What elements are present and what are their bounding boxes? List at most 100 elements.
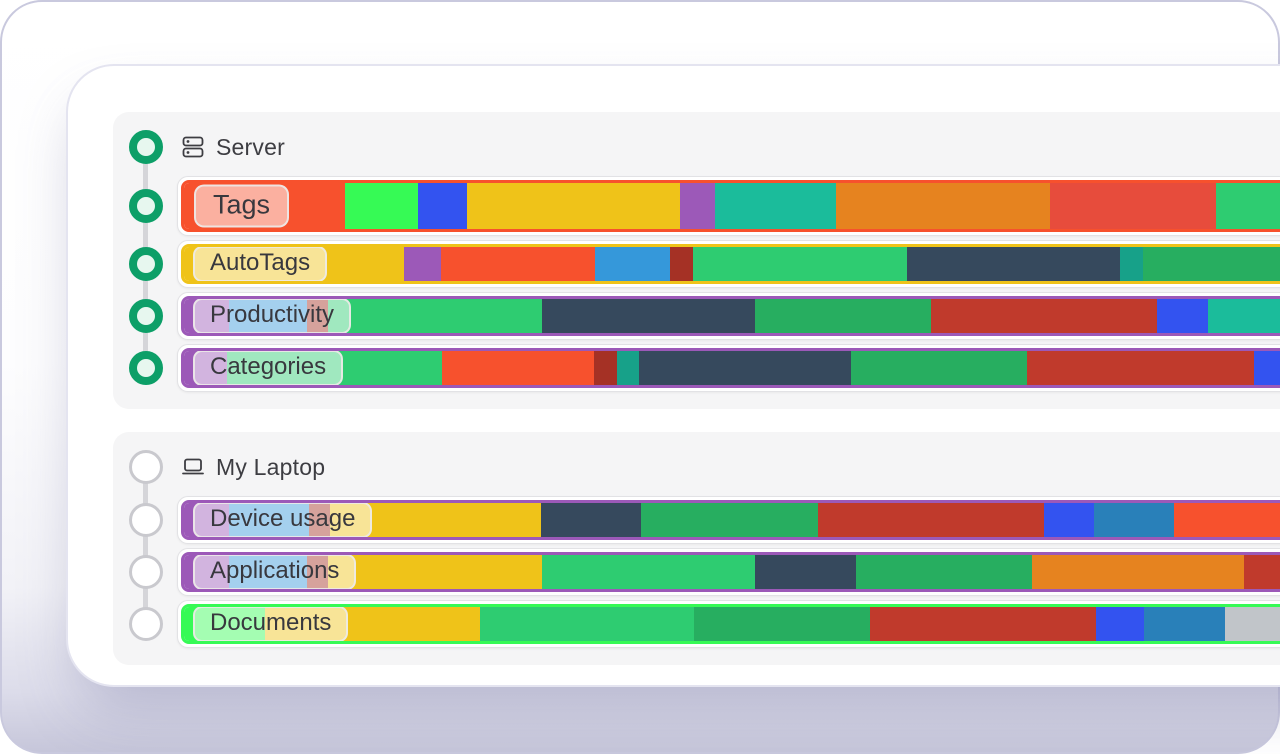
timeline-bar-productivity[interactable]: Productivity — [181, 296, 1280, 336]
timeline-segment — [595, 247, 670, 281]
timeline-segment — [1027, 351, 1254, 385]
timeline-segment — [1096, 607, 1144, 641]
timeline-bar-shell: Applications — [177, 548, 1280, 596]
panel-server: Server Tags AutoTags Productivity Categories — [113, 112, 1280, 409]
section-title: Server — [216, 133, 285, 160]
timeline-segment — [715, 183, 836, 229]
timeline-segment — [856, 555, 1032, 589]
timeline-bar-applications[interactable]: Applications — [181, 552, 1280, 592]
timeline-segment — [693, 247, 907, 281]
row-radio-cell — [129, 555, 163, 589]
timeline-segment — [670, 247, 693, 281]
timeline-bar-shell: Device usage — [177, 496, 1280, 544]
timeline-bar-documents[interactable]: Documents — [181, 604, 1280, 644]
panel-my-laptop: My Laptop Device usage Applications Documen… — [113, 432, 1280, 665]
timeline-rail — [143, 468, 148, 631]
timeline-bar-shell: Categories — [177, 344, 1280, 392]
row-label-chip[interactable]: Categories — [193, 351, 344, 385]
timeline-segment — [345, 183, 418, 229]
row-label-chip[interactable]: AutoTags — [193, 247, 328, 281]
timeline-segment — [328, 555, 542, 589]
server-icon — [180, 134, 206, 160]
timeline-row-documents: Documents — [129, 600, 1280, 648]
section-header-server: Server — [129, 125, 1280, 169]
timeline-segment — [818, 503, 1044, 537]
timeline-segment — [836, 183, 1050, 229]
timeline-segment — [541, 503, 641, 537]
timeline-segment — [1044, 503, 1094, 537]
row-label-chip[interactable]: Tags — [194, 184, 290, 228]
row-radio-device-usage[interactable] — [129, 503, 163, 537]
timeline-segment — [1174, 503, 1280, 537]
timeline-segment — [1254, 351, 1280, 385]
timeline-segment — [1216, 183, 1280, 229]
timeline-segment — [1032, 555, 1244, 589]
timeline-bar-categories[interactable]: Categories — [181, 348, 1280, 388]
timeline-segment — [1244, 555, 1280, 589]
timeline-segment — [931, 299, 1157, 333]
main-card: Server Tags AutoTags Productivity Categories… — [66, 64, 1280, 687]
section-header-my-laptop: My Laptop — [129, 445, 1280, 489]
row-label-chip[interactable]: Documents — [193, 607, 349, 641]
timeline-bar-device-usage[interactable]: Device usage — [181, 500, 1280, 540]
row-radio-categories[interactable] — [129, 351, 163, 385]
bucket-radio-my-laptop[interactable] — [129, 450, 163, 484]
timeline-row-tags: Tags — [129, 176, 1280, 236]
timeline-segment — [1157, 299, 1208, 333]
timeline-segment — [1144, 607, 1225, 641]
row-label-chip[interactable]: Productivity — [193, 299, 352, 333]
row-radio-autotags[interactable] — [129, 247, 163, 281]
timeline-segment — [441, 247, 595, 281]
row-radio-productivity[interactable] — [129, 299, 163, 333]
timeline-segment — [1050, 183, 1216, 229]
timeline-segment — [1094, 503, 1174, 537]
bucket-panels: Server Tags AutoTags Productivity Categories… — [113, 112, 1280, 665]
timeline-bar-tags[interactable]: Tags — [181, 180, 1280, 232]
timeline-segment — [404, 247, 441, 281]
timeline-segment — [594, 351, 617, 385]
timeline-segment — [755, 299, 931, 333]
timeline-bar-shell: Tags — [177, 176, 1280, 236]
timeline-segment — [694, 607, 870, 641]
timeline-bar-shell: Productivity — [177, 292, 1280, 340]
row-label-chip[interactable]: Device usage — [193, 503, 373, 537]
timeline-row-applications: Applications — [129, 548, 1280, 596]
timeline-segment — [1225, 607, 1280, 641]
row-radio-cell — [129, 247, 163, 281]
timeline-segment — [755, 555, 856, 589]
timeline-segment — [639, 351, 851, 385]
row-radio-tags[interactable] — [129, 189, 163, 223]
row-radio-cell — [129, 503, 163, 537]
timeline-segment — [418, 183, 467, 229]
timeline-bar-shell: AutoTags — [177, 240, 1280, 288]
section-title: My Laptop — [216, 453, 326, 480]
timeline-segment — [328, 299, 542, 333]
laptop-icon — [180, 454, 206, 480]
timeline-segment — [907, 247, 1120, 281]
row-radio-documents[interactable] — [129, 607, 163, 641]
timeline-row-autotags: AutoTags — [129, 240, 1280, 288]
timeline-row-productivity: Productivity — [129, 292, 1280, 340]
row-radio-cell — [129, 351, 163, 385]
timeline-segment — [1120, 247, 1143, 281]
timeline-row-categories: Categories — [129, 344, 1280, 392]
timeline-bar-shell: Documents — [177, 600, 1280, 648]
row-label-chip[interactable]: Applications — [193, 555, 357, 589]
timeline-bar-autotags[interactable]: AutoTags — [181, 244, 1280, 284]
timeline-segment — [870, 607, 1096, 641]
bucket-radio-cell — [129, 450, 163, 484]
timeline-segment — [1208, 299, 1280, 333]
timeline-segment — [480, 607, 694, 641]
timeline-segment — [1143, 247, 1280, 281]
bucket-radio-server[interactable] — [129, 130, 163, 164]
row-radio-cell — [129, 299, 163, 333]
row-radio-cell — [129, 189, 163, 223]
timeline-row-device-usage: Device usage — [129, 496, 1280, 544]
timeline-segment — [442, 351, 594, 385]
timeline-segment — [680, 183, 715, 229]
row-radio-applications[interactable] — [129, 555, 163, 589]
timeline-segment — [542, 299, 755, 333]
timeline-segment — [641, 503, 818, 537]
bucket-radio-cell — [129, 130, 163, 164]
timeline-segment — [851, 351, 1027, 385]
